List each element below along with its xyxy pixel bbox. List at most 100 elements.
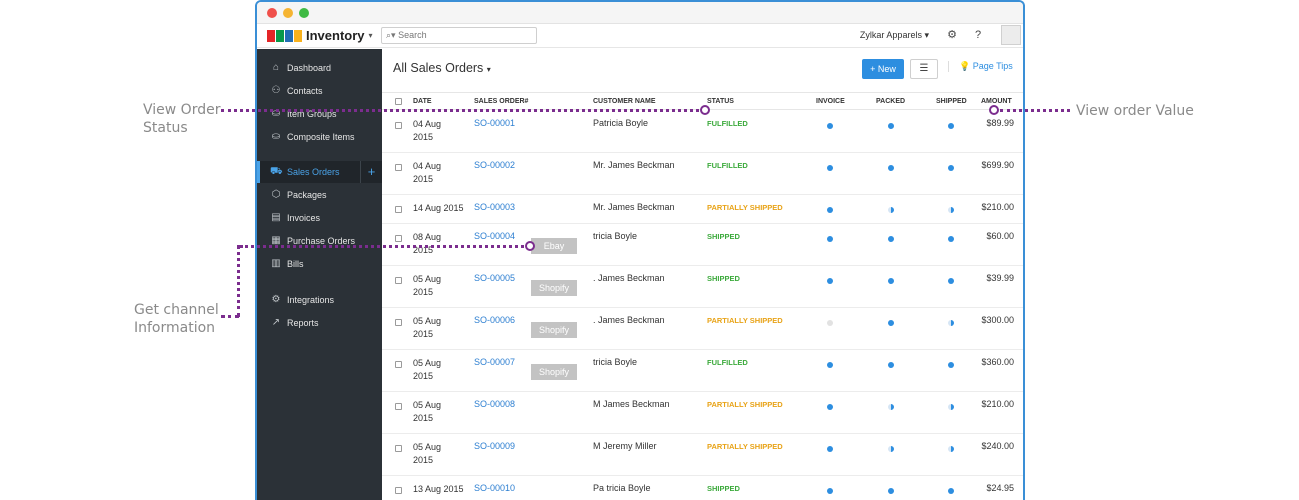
row-status: PARTIALLY SHIPPED [707, 316, 783, 325]
packed-status-icon [888, 123, 894, 129]
table-row[interactable]: 13 Aug 2015 SO-00010 Pa tricia Boyle SHIPPE… [382, 476, 1023, 500]
row-sales-order-link[interactable]: SO-00005 [474, 273, 516, 283]
sidebar-item-label: Purchase Orders [287, 236, 356, 246]
new-button[interactable]: + New [862, 59, 904, 79]
row-date: 13 Aug 2015 [413, 484, 464, 494]
invoice-status-icon [827, 165, 833, 171]
sidebar-item-integrations[interactable]: ⚙ Integrations [257, 289, 382, 311]
close-window-dot[interactable] [267, 8, 277, 18]
invoice-status-icon [827, 446, 833, 452]
chart-icon: ↗ [271, 317, 281, 328]
add-sales-order-button[interactable]: + [360, 161, 382, 183]
avatar[interactable] [1001, 25, 1021, 45]
row-sales-order-link[interactable]: SO-00003 [474, 202, 516, 212]
column-packed[interactable]: PACKED [876, 98, 906, 105]
row-checkbox[interactable] [395, 487, 402, 494]
sidebar-item-invoices[interactable]: ▤ Invoices [257, 207, 382, 229]
lightbulb-icon: 💡 [959, 61, 971, 71]
column-invoice[interactable]: INVOICE [816, 98, 845, 105]
sidebar-item-label: Bills [287, 259, 304, 269]
app-logo[interactable]: Inventory ▾ [267, 28, 373, 43]
row-date: 14 Aug 2015 [413, 203, 464, 213]
plus-icon: + [870, 64, 876, 74]
menu-icon[interactable]: ☰ [910, 59, 938, 79]
minimize-window-dot[interactable] [283, 8, 293, 18]
row-checkbox[interactable] [395, 361, 402, 368]
table-row[interactable]: 05 Aug 2015 SO-00009 M Jeremy Miller PARTIA… [382, 434, 1023, 476]
row-sales-order-link[interactable]: SO-00010 [474, 483, 516, 493]
table-row[interactable]: 08 Aug 2015 SO-00004 tricia Boyle SHIPPED $6… [382, 224, 1023, 266]
row-customer-name: . James Beckman [593, 315, 665, 325]
row-date: 05 Aug 2015 [413, 358, 442, 381]
column-customer-name[interactable]: CUSTOMER NAME [593, 98, 656, 105]
sidebar-item-packages[interactable]: ⬡ Packages [257, 184, 382, 206]
sidebar-item-bills[interactable]: ▥ Bills [257, 253, 382, 275]
org-switcher[interactable]: Zylkar Apparels ▾ [860, 30, 929, 41]
sidebar-item-dashboard[interactable]: ⌂ Dashboard [257, 57, 382, 79]
row-status: SHIPPED [707, 232, 740, 241]
top-bar: Inventory ▾ ⌕▾ Search Zylkar Apparels ▾ … [257, 24, 1023, 48]
row-checkbox[interactable] [395, 319, 402, 326]
packed-status-icon [888, 207, 894, 213]
sidebar-item-label: Contacts [287, 86, 323, 96]
row-customer-name: Pa tricia Boyle [593, 483, 651, 493]
sidebar-item-contacts[interactable]: ⚇ Contacts [257, 80, 382, 102]
gear-icon[interactable]: ⚙ [947, 29, 957, 41]
row-sales-order-link[interactable]: SO-00001 [474, 118, 516, 128]
row-sales-order-link[interactable]: SO-00008 [474, 399, 516, 409]
row-amount: $89.99 [986, 118, 1014, 128]
annotation-view-order-value: View order Value [1076, 103, 1194, 119]
row-checkbox[interactable] [395, 235, 402, 242]
chevron-down-icon: ▾ [924, 30, 929, 40]
row-checkbox[interactable] [395, 445, 402, 452]
row-sales-order-link[interactable]: SO-00006 [474, 315, 516, 325]
search-input[interactable]: ⌕▾ Search [381, 27, 537, 44]
row-checkbox[interactable] [395, 164, 402, 171]
status-annotation-line [221, 109, 705, 112]
row-status: FULFILLED [707, 358, 748, 367]
table-row[interactable]: 14 Aug 2015 SO-00003 Mr. James Beckman PART… [382, 195, 1023, 224]
sidebar-item-reports[interactable]: ↗ Reports [257, 312, 382, 334]
row-sales-order-link[interactable]: SO-00002 [474, 160, 516, 170]
row-date: 08 Aug 2015 [413, 232, 442, 255]
row-amount: $60.00 [986, 231, 1014, 241]
column-status[interactable]: STATUS [707, 98, 734, 105]
page-title-text: All Sales Orders [393, 61, 484, 75]
sidebar-item-label: Packages [287, 190, 327, 200]
sidebar-item-label: Reports [287, 318, 319, 328]
page-tips-link[interactable]: 💡 Page Tips [948, 61, 1013, 72]
row-checkbox[interactable] [395, 403, 402, 410]
channel-annotation-foot-line [221, 315, 239, 318]
table-row[interactable]: 05 Aug 2015 SO-00008 M James Beckman PARTIA… [382, 392, 1023, 434]
table-row[interactable]: 05 Aug 2015 SO-00005 . James Beckman SHIPPE… [382, 266, 1023, 308]
column-shipped[interactable]: SHIPPED [936, 98, 967, 105]
maximize-window-dot[interactable] [299, 8, 309, 18]
channel-annotation-marker [525, 241, 535, 251]
new-button-label: New [877, 64, 896, 74]
row-sales-order-link[interactable]: SO-00009 [474, 441, 516, 451]
row-sales-order-link[interactable]: SO-00004 [474, 231, 516, 241]
table-row[interactable]: 04 Aug 2015 SO-00002 Mr. James Beckman FULF… [382, 153, 1023, 195]
sidebar-item-composite-items[interactable]: ⛀ Composite Items [257, 126, 382, 148]
row-checkbox[interactable] [395, 206, 402, 213]
sidebar-item-purchase-orders[interactable]: ▦ Purchase Orders [257, 230, 382, 252]
column-amount[interactable]: AMOUNT [981, 98, 1012, 105]
row-date: 05 Aug 2015 [413, 274, 442, 297]
table-row[interactable]: 04 Aug 2015 SO-00001 Patricia Boyle FULFILL… [382, 111, 1023, 153]
column-sales-order[interactable]: SALES ORDER# [474, 98, 529, 105]
sidebar-item-label: Item Groups [287, 109, 337, 119]
row-checkbox[interactable] [395, 277, 402, 284]
help-icon[interactable]: ? [974, 29, 982, 41]
select-all-checkbox[interactable] [395, 98, 402, 105]
packed-status-icon [888, 488, 894, 494]
row-checkbox[interactable] [395, 122, 402, 129]
sidebar-item-item-groups[interactable]: ⛀ Item Groups [257, 103, 382, 125]
sidebar-item-sales-orders[interactable]: ⛟ Sales Orders + [257, 161, 382, 183]
row-sales-order-link[interactable]: SO-00007 [474, 357, 516, 367]
page-title[interactable]: All Sales Orders ▾ [393, 61, 491, 75]
channel-annotation-vertical-line [237, 245, 240, 317]
table-row[interactable]: 05 Aug 2015 SO-00007 tricia Boyle FULFILLED… [382, 350, 1023, 392]
sidebar-item-label: Composite Items [287, 132, 355, 142]
table-row[interactable]: 05 Aug 2015 SO-00006 . James Beckman PARTIA… [382, 308, 1023, 350]
column-date[interactable]: DATE [413, 98, 432, 105]
